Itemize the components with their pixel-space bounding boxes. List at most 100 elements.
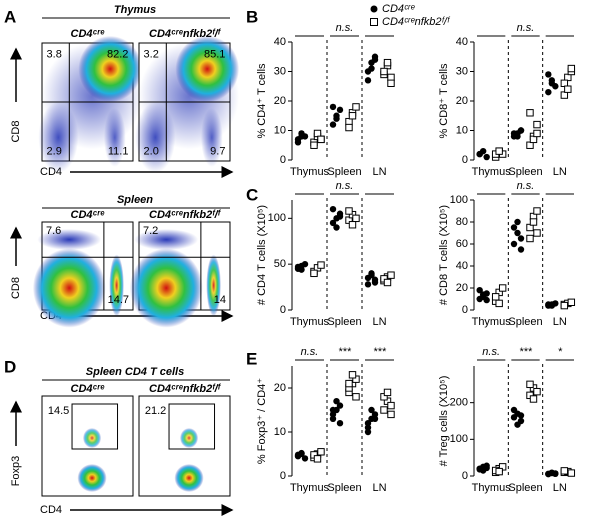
dot (529, 218, 538, 226)
dot (329, 411, 337, 418)
dot (329, 415, 337, 422)
legend-label: CD4ᶜʳᵉ (382, 3, 415, 15)
x-tick-label: Spleen (327, 316, 361, 328)
dot (298, 133, 305, 140)
y-tick-label: 10 (274, 426, 286, 438)
y-tick-label: 0 (280, 154, 286, 166)
y-tick-label: 20 (274, 382, 286, 394)
dot (301, 455, 309, 462)
x-tick-label: Thymus (472, 482, 512, 494)
dot (564, 85, 572, 93)
quadrant-value: 3.8 (47, 49, 62, 61)
x-tick-label: Spleen (508, 482, 542, 494)
dot (364, 428, 372, 436)
gate (71, 403, 119, 450)
plot-header: CD4ᶜʳᵉ (71, 28, 106, 40)
significance: *** (519, 346, 533, 358)
dot (329, 103, 337, 111)
plot-header: CD4ᶜʳᵉ (71, 383, 106, 395)
y-tick-label: 20 (456, 95, 468, 107)
section-title: Thymus (114, 4, 156, 16)
dot (533, 387, 541, 396)
dot (317, 135, 325, 144)
section-title: Spleen (117, 194, 153, 206)
y-tick-label: 40 (456, 36, 468, 48)
dot (294, 139, 302, 146)
dot (533, 229, 541, 237)
dot (371, 411, 379, 418)
dot (383, 388, 392, 397)
dot (368, 65, 375, 72)
dot (498, 284, 507, 292)
x-tick-label: Spleen (508, 316, 542, 328)
dot (345, 207, 353, 215)
y-tick-label: 200 (450, 397, 468, 409)
dot (333, 398, 340, 405)
significance: n.s. (336, 180, 354, 192)
density (134, 229, 199, 251)
plot-header: CD4ᶜʳᵉ (71, 209, 106, 221)
y-tick-label: 60 (456, 238, 468, 250)
density (129, 248, 203, 328)
legend-marker (370, 5, 378, 13)
dot (380, 67, 388, 76)
dot (548, 302, 556, 309)
quadrant-value: 2.9 (47, 145, 62, 157)
plot-header: CD4ᶜʳᵉnfkb2ᶠ/ᶠ (149, 383, 222, 395)
dot (368, 271, 375, 279)
density (200, 107, 223, 167)
dot (348, 112, 357, 120)
quadrant-value: 85.1 (204, 49, 225, 61)
density (77, 464, 107, 492)
x-tick-label: Thymus (290, 166, 330, 178)
y-tick-label: 100 (268, 212, 286, 224)
significance: n.s. (336, 22, 354, 34)
y-tick-label: 20 (456, 282, 468, 294)
x-tick-label: Spleen (327, 166, 361, 178)
dot (510, 406, 518, 414)
quadrant-value: 7.2 (143, 225, 158, 237)
dot (533, 120, 541, 129)
dot (526, 234, 534, 243)
dot (517, 412, 525, 419)
density (109, 254, 124, 317)
dot (313, 455, 322, 463)
y-axis-label: # Treg cells (X10⁵) (438, 376, 450, 467)
y-tick-label: 0 (280, 470, 286, 482)
gate (168, 403, 216, 450)
density (78, 35, 143, 102)
dot (348, 371, 357, 379)
y-axis-label: CD8 (10, 277, 22, 299)
significance: n.s. (517, 180, 535, 192)
significance: * (558, 346, 563, 358)
panel-label: A (4, 7, 16, 26)
y-axis-label: Foxp3 (10, 456, 22, 487)
dot (567, 469, 576, 477)
dot (371, 276, 379, 283)
dot (383, 58, 392, 67)
dot (545, 88, 552, 96)
dot (526, 109, 534, 117)
x-tick-label: LN (553, 166, 567, 178)
dot (352, 103, 360, 111)
y-axis-label: # CD4 T cells (X10⁵) (256, 205, 268, 305)
y-tick-label: 0 (462, 470, 468, 482)
dot (329, 205, 337, 213)
y-tick-label: 20 (274, 95, 286, 107)
dot (510, 240, 518, 248)
y-tick-label: 40 (456, 260, 468, 272)
x-tick-label: Thymus (290, 316, 330, 328)
y-tick-label: 100 (450, 433, 468, 445)
dot (301, 260, 309, 268)
dot (364, 420, 372, 427)
y-tick-label: 10 (456, 124, 468, 136)
dot (517, 127, 525, 134)
dot (476, 287, 483, 294)
quadrant-value: 3.2 (144, 49, 159, 61)
y-axis-label: % CD8⁺ T cells (438, 63, 450, 139)
dot (336, 213, 344, 220)
y-tick-label: 30 (274, 65, 286, 77)
quadrant-value: 2.0 (144, 145, 159, 157)
y-axis-label: % Foxp3⁺ / CD4⁺ (256, 378, 268, 464)
